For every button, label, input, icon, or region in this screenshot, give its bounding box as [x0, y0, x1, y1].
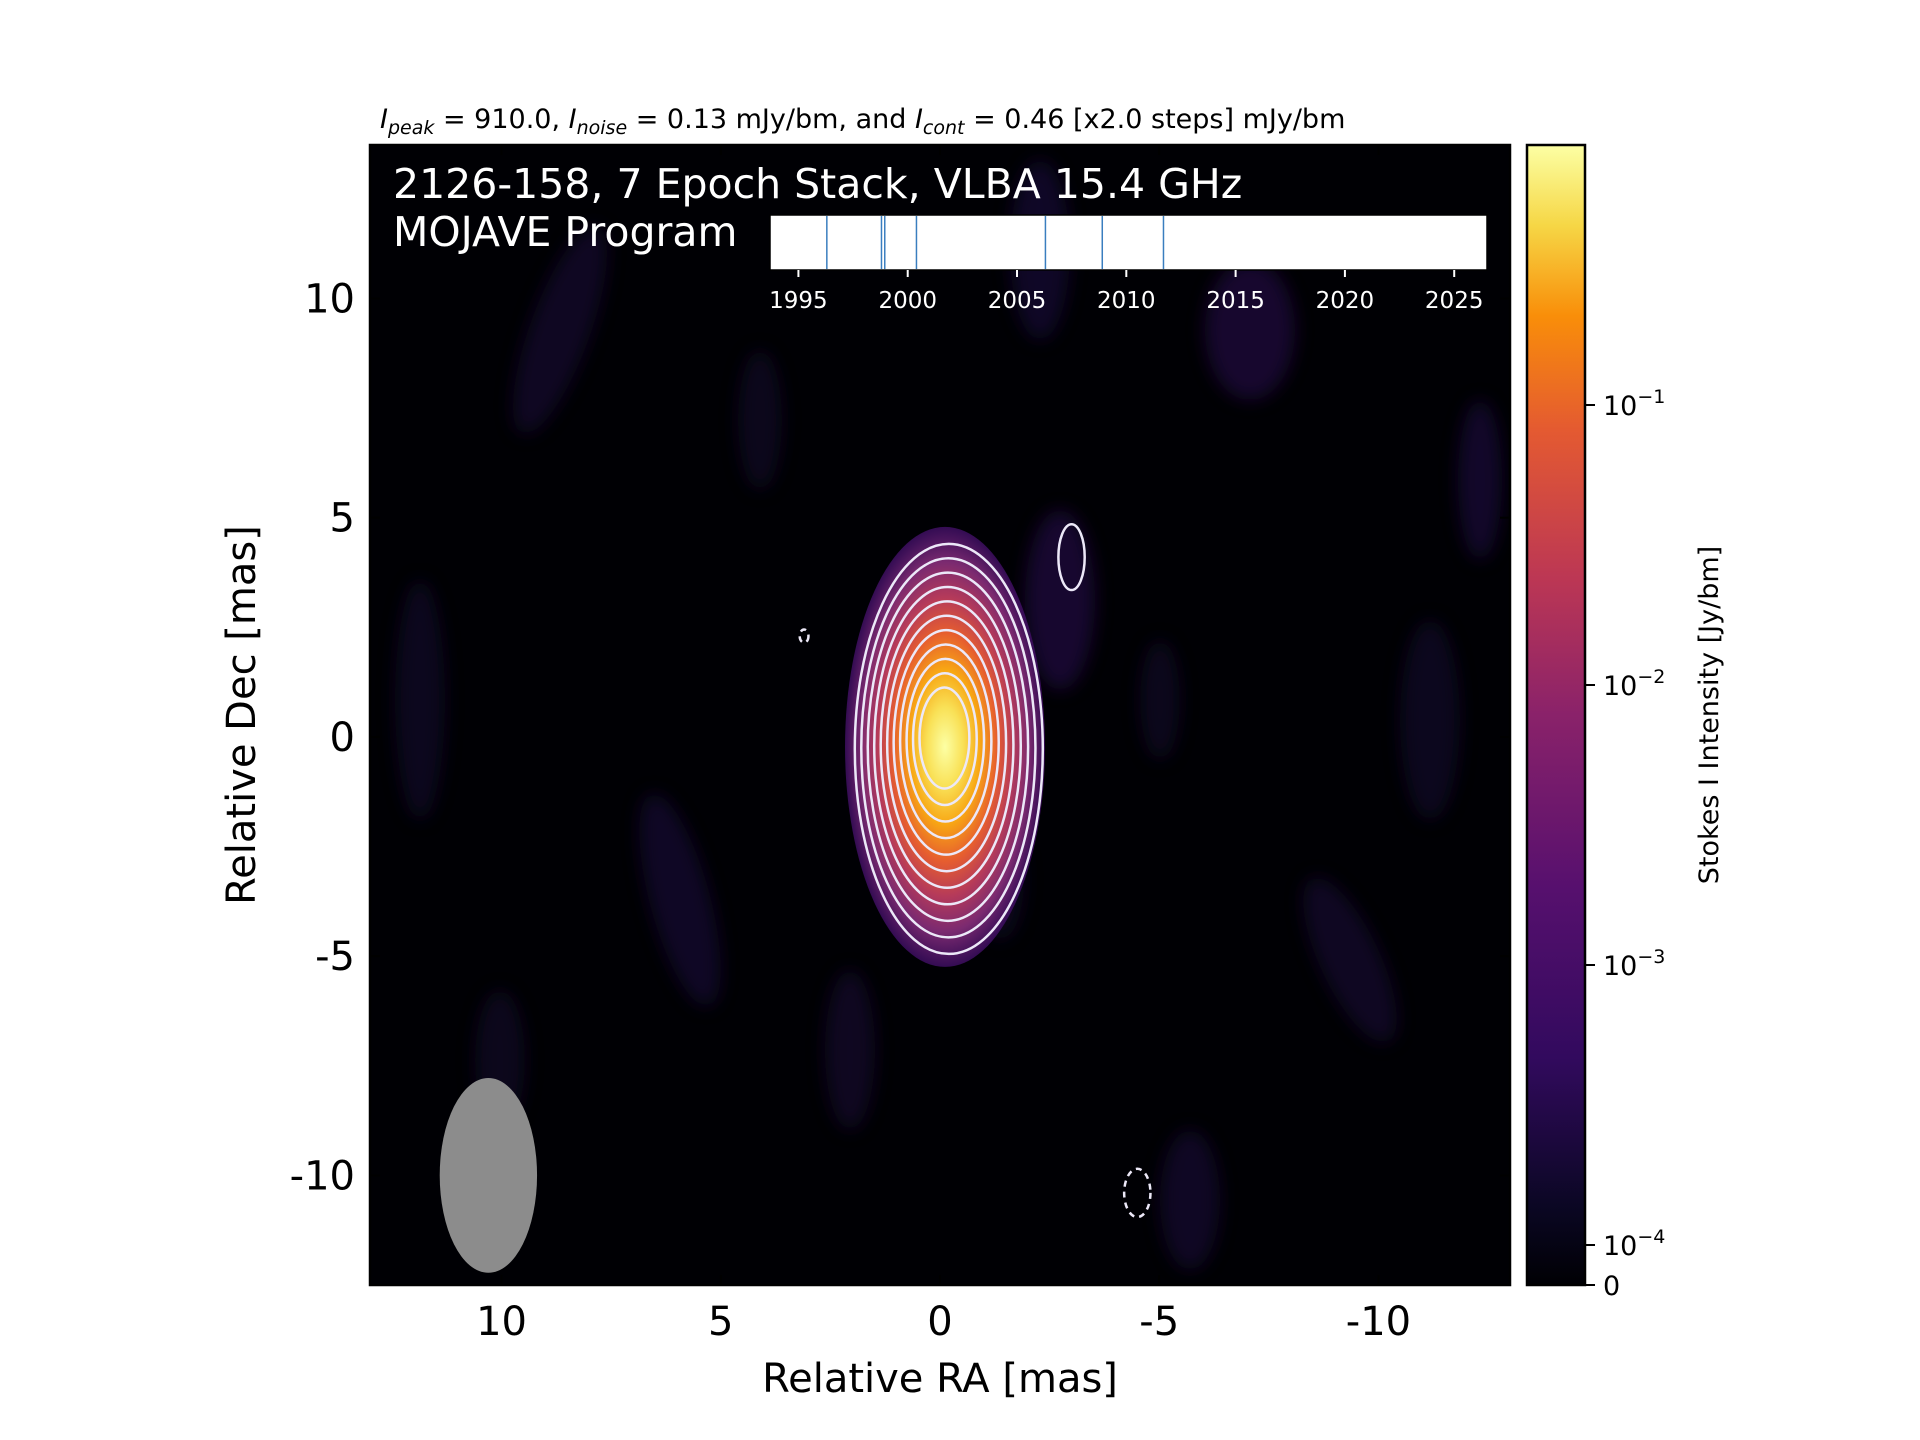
contour-level	[898, 643, 993, 840]
x-tick-label: -10	[1346, 1299, 1411, 1345]
chart-title: Ipeak = 910.0, Inoise = 0.13 mJy/bm, and…	[380, 104, 1345, 139]
contour-level	[860, 557, 1037, 939]
contour-level	[879, 600, 1015, 889]
colorbar-tick-label: 10−3	[1603, 946, 1665, 982]
x-axis-label: Relative RA [mas]	[762, 1356, 1118, 1402]
colorbar: 10−1 10−2 10−3 10−4 0 Stokes I Intensity [Jy…	[1525, 143, 1725, 1302]
timeline-tick-label: 2025	[1425, 288, 1484, 314]
contour-feature	[798, 628, 810, 644]
image-plot: 10 5 0 -5 -10 10 5 0 -5 -10 Relative RA [mas] Re…	[219, 143, 1512, 1402]
x-tick-label: 10	[476, 1299, 527, 1345]
colorbar-ticks: 10−1 10−2 10−3 10−4 0	[1585, 386, 1665, 1302]
contour-level	[905, 657, 986, 823]
timeline-tick-label: 2020	[1316, 288, 1375, 314]
contour-level	[872, 585, 1023, 906]
contour-group	[853, 542, 1045, 956]
colorbar-tick-label: 0	[1603, 1271, 1620, 1302]
x-tick-label: 5	[708, 1299, 733, 1345]
y-tick-label: 5	[330, 496, 355, 542]
y-tick-label: 10	[304, 276, 355, 322]
y-tick-label: 0	[330, 715, 355, 761]
timeline-tick-label: 2000	[878, 288, 937, 314]
timeline-box	[769, 214, 1488, 271]
colorbar-tick-label: 10−4	[1603, 1226, 1665, 1262]
timeline-epochs	[826, 216, 1165, 269]
contour-level	[885, 614, 1008, 873]
beam-ellipse	[439, 1078, 538, 1273]
contour-level	[892, 628, 1000, 856]
contour-level	[918, 686, 971, 790]
colorbar-label: Stokes I Intensity [Jy/bm]	[1694, 546, 1725, 884]
timeline-tick-label: 2010	[1097, 288, 1156, 314]
contour-level	[866, 571, 1030, 923]
y-axis-label: Relative Dec [mas]	[219, 525, 265, 905]
colorbar-tick-label: 10−2	[1603, 666, 1665, 702]
x-axis: 10 5 0 -5 -10	[476, 145, 1411, 1345]
y-axis: 10 5 0 -5 -10	[290, 276, 1510, 1199]
annotation-line1: 2126-158, 7 Epoch Stack, VLBA 15.4 GHz	[393, 160, 1242, 208]
contour-level	[853, 542, 1045, 956]
colorbar-tick-label: 10−1	[1603, 386, 1665, 422]
contour-feature	[1057, 523, 1086, 592]
contour-level	[911, 671, 978, 807]
timeline-tick-label: 1995	[769, 288, 828, 314]
colorbar-gradient	[1525, 143, 1587, 1287]
y-tick-label: -5	[315, 934, 355, 980]
annotation-line2: MOJAVE Program	[393, 208, 737, 256]
timeline-tick-label: 2005	[988, 288, 1047, 314]
x-tick-label: 0	[927, 1299, 952, 1345]
timeline-tick-label: 2015	[1206, 288, 1265, 314]
y-tick-label: -10	[290, 1153, 355, 1199]
extra-contour-group	[798, 523, 1152, 1219]
contour-feature	[1122, 1167, 1152, 1219]
x-tick-label: -5	[1139, 1299, 1179, 1345]
timeline-axis: 1995 2000 2005 2010 2015 2020 2025	[769, 270, 1483, 314]
epoch-timeline: 1995 2000 2005 2010 2015 2020 2025	[769, 214, 1488, 314]
